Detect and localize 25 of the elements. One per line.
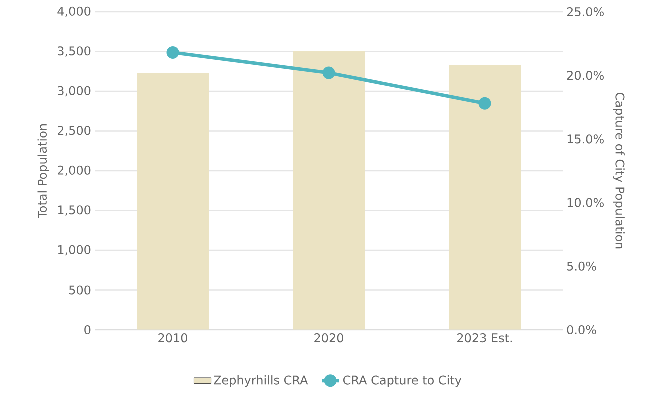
legend-label: CRA Capture to City — [344, 376, 462, 388]
y2-tick-label: 10.0% — [568, 198, 604, 208]
x-tick-label: 2010 — [158, 334, 188, 343]
y-tick-label: 2,500 — [58, 126, 91, 136]
y-tick-label: 0 — [84, 325, 91, 335]
y-tick-label: 500 — [69, 286, 91, 295]
legend-label: Zephyrhills CRA — [214, 376, 308, 388]
point — [322, 66, 336, 80]
x-tick-label: 2020 — [314, 334, 344, 343]
y2-tick-label: 15.0% — [568, 134, 604, 144]
y-tick-label: 1,500 — [58, 206, 91, 216]
y2-tick-label: 5.0% — [567, 262, 596, 271]
y2-tick-label: 25.0% — [567, 7, 604, 17]
y2-tick-label: 20.0% — [567, 71, 604, 80]
y-tick-label: 4,000 — [58, 6, 91, 18]
y-tick-label: 1,000 — [58, 245, 91, 256]
y-tick-label: 2,000 — [58, 166, 91, 176]
y-tick-label: 3,000 — [58, 86, 91, 97]
x-tick-label: 2023 Est. — [458, 334, 512, 343]
y2-axis-title: Capture of City Population — [613, 93, 625, 249]
y-tick-label: 3,500 — [58, 46, 91, 57]
point — [166, 46, 180, 59]
point — [478, 97, 492, 110]
y-axis-title: Total Population — [38, 124, 50, 218]
y2-tick-label: 0.0% — [567, 325, 596, 335]
